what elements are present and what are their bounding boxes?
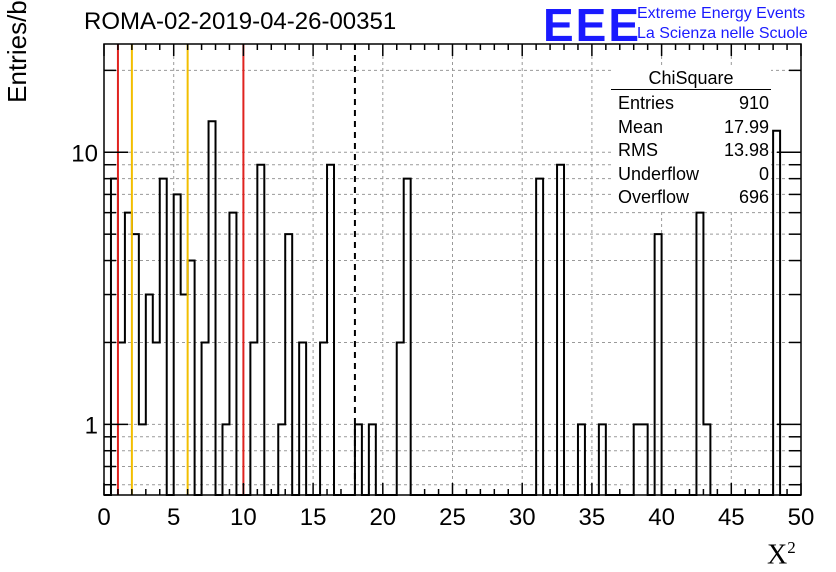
y-axis-title: Entries/bin	[2, 0, 32, 103]
stats-title: ChiSquare	[611, 68, 771, 90]
histogram-bar	[118, 342, 125, 495]
grid-lines	[104, 44, 801, 495]
histogram-bar	[773, 131, 780, 495]
histogram-bar	[160, 179, 167, 495]
stats-row-mean: Mean 17.99	[611, 116, 771, 140]
stats-value: 13.98	[723, 140, 769, 160]
run-title: ROMA-02-2019-04-26-00351	[84, 8, 397, 35]
x-tick-label: 50	[788, 504, 815, 531]
x-tick-label: 25	[439, 504, 466, 531]
histogram-bar	[299, 342, 306, 495]
x-tick-label: 30	[509, 504, 536, 531]
marker-lines	[116, 44, 356, 495]
histogram-bar	[536, 179, 543, 495]
stats-label: Underflow	[618, 163, 700, 184]
x-axis-title-base: X	[767, 539, 788, 571]
stats-value: 696	[738, 187, 769, 207]
logo-caption: Extreme Energy Events La Scienza nelle S…	[637, 4, 808, 44]
histogram-bar	[696, 213, 703, 495]
x-tick-label: 15	[300, 504, 327, 531]
histogram-bar	[655, 234, 662, 495]
x-tick-label: 5	[167, 504, 180, 531]
x-tick-label: 20	[369, 504, 396, 531]
histogram-bar	[327, 165, 334, 495]
histogram-bar	[285, 234, 292, 495]
histogram-bar	[132, 234, 139, 495]
histogram-bar	[557, 165, 564, 495]
histogram-bar	[320, 342, 327, 495]
stats-value: 910	[738, 93, 769, 113]
x-tick-label: 0	[97, 504, 110, 531]
histogram-bar	[229, 213, 236, 495]
histogram-bar	[174, 194, 181, 495]
histogram-bar	[397, 342, 404, 495]
x-tick-label: 10	[230, 504, 257, 531]
stats-row-rms: RMS 13.98	[611, 139, 771, 163]
stats-row-overflow: Overflow 696	[611, 186, 771, 210]
x-tick-label: 35	[579, 504, 606, 531]
y-tick-label: 10	[71, 140, 98, 167]
histogram-bar	[146, 295, 153, 495]
x-tick-label: 40	[648, 504, 675, 531]
histogram-bar	[188, 261, 195, 495]
x-tick-label: 45	[718, 504, 745, 531]
stats-value: 0	[758, 163, 769, 184]
histogram-bar	[404, 179, 411, 495]
stats-label: RMS	[618, 140, 658, 160]
x-axis-title: X2	[767, 538, 796, 571]
histogram-bar	[257, 165, 264, 495]
stats-row-entries: Entries 910	[611, 92, 771, 116]
histogram-bar	[250, 342, 257, 495]
histogram-bar	[153, 342, 160, 495]
histogram-bar	[202, 342, 209, 495]
histogram-bars	[104, 120, 801, 496]
histogram-bar	[125, 213, 132, 495]
histogram-outline	[104, 120, 801, 496]
histogram-bar	[111, 179, 118, 495]
stats-label: Overflow	[618, 187, 690, 207]
x-axis-title-superscript: 2	[787, 538, 796, 557]
histogram-bar	[181, 295, 188, 495]
stats-label: Entries	[618, 93, 675, 113]
stats-row-underflow: Underflow 0	[611, 163, 771, 187]
eee-logo: EEE	[543, 0, 642, 51]
logo-caption-line1: Extreme Energy Events	[637, 5, 806, 22]
axes: 0 5 10 15 20 25 30 35 40 45 50 1 10	[71, 43, 815, 531]
stats-box: ChiSquare Entries 910 Mean 17.99 RMS 13.98 …	[611, 68, 771, 210]
y-tick-label: 1	[85, 412, 98, 439]
stats-label: Mean	[618, 116, 664, 137]
histogram-bar	[209, 121, 216, 495]
stats-value: 17.99	[723, 116, 769, 137]
logo-caption-line2: La Scienza nelle Scuole	[637, 25, 808, 42]
